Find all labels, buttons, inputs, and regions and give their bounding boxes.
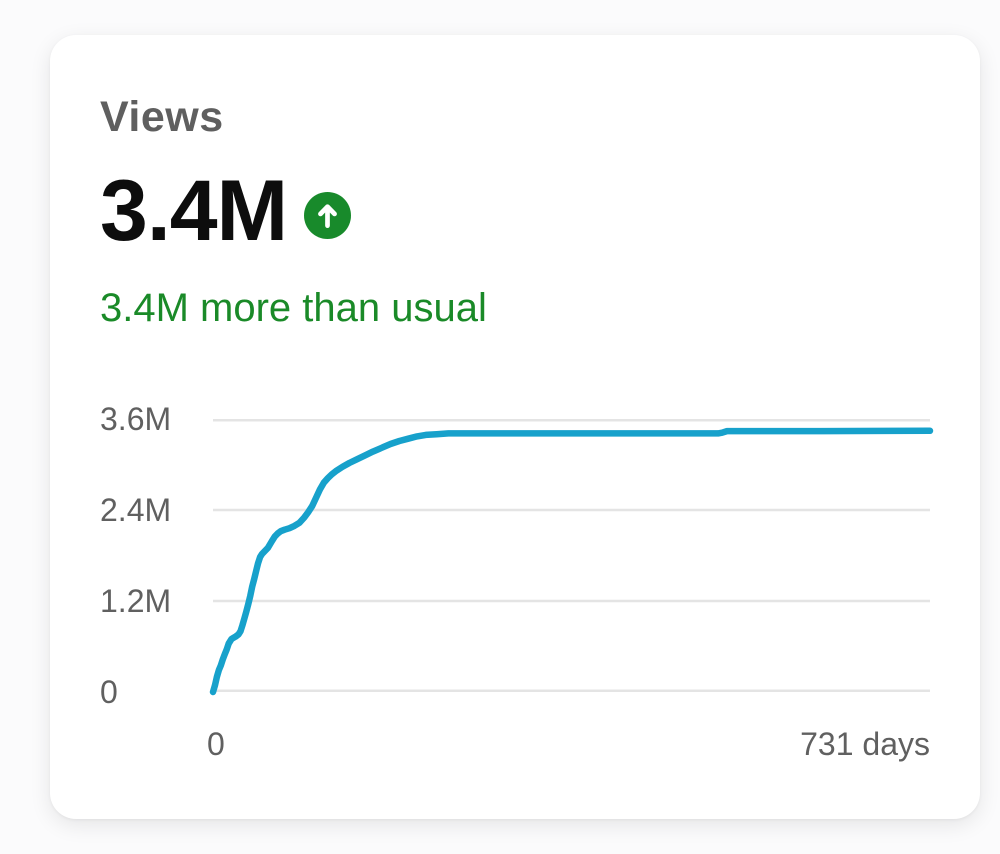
x-axis-start-label: 0 [207,726,225,762]
trend-comparison-text: 3.4M more than usual [100,286,487,330]
y-axis-tick-label: 3.6M [100,401,172,437]
y-axis-tick-label: 2.4M [100,492,172,528]
views-line-chart: 3.6M 2.4M 1.2M 0 0 731 days [100,401,940,789]
y-axis-labels: 3.6M 2.4M 1.2M 0 [100,401,210,710]
metric-value-row: 3.4M [100,168,980,254]
views-analytics-card[interactable]: Views 3.4M 3.4M more than usual 3.6M 2.4M… [50,35,980,819]
trend-up-icon [304,191,352,239]
x-axis-labels: 0 731 days [207,725,930,763]
views-total-value: 3.4M [100,163,288,259]
card-title: Views [100,93,224,141]
line-chart-svg[interactable] [209,419,934,696]
y-axis-tick-label: 0 [100,674,118,710]
x-axis-end-label: 731 days [800,726,930,762]
chart-plot-area[interactable] [209,419,934,696]
y-axis-tick-label: 1.2M [100,583,172,619]
